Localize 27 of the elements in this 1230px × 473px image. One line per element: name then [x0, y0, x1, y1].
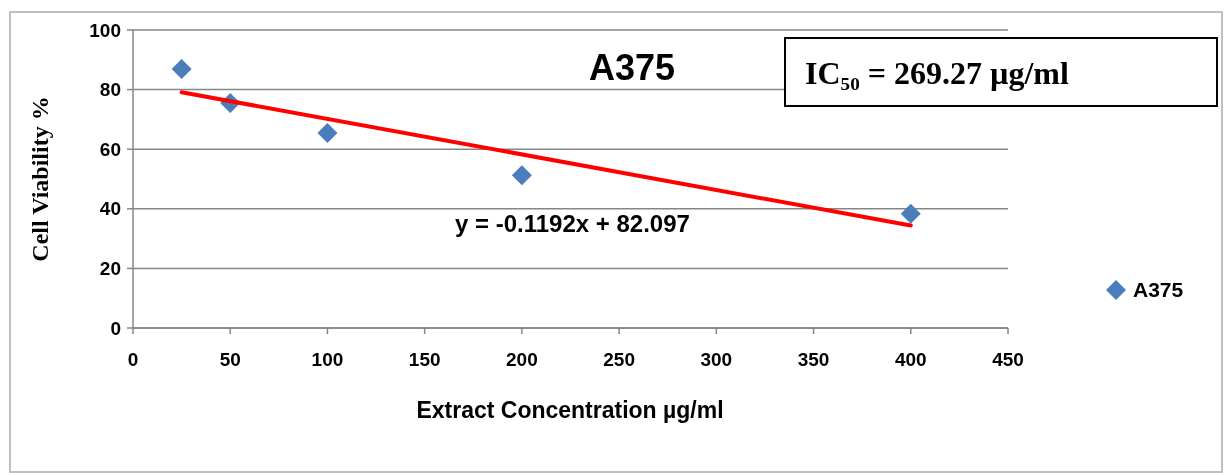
- x-axis-title: Extract Concentration µg/ml: [416, 397, 724, 423]
- y-axis-title: Cell Viability %: [27, 96, 53, 262]
- text-box: IC₅₀ = 269.27 µg/ml: [784, 37, 1218, 107]
- y-tick-label: 100: [89, 19, 121, 41]
- x-tick-label: 150: [408, 349, 441, 370]
- annotation: IC₅₀ = 269.27 µg/ml: [805, 55, 1069, 91]
- x-tick-label: 100: [311, 349, 344, 370]
- point: [317, 123, 338, 144]
- legend-label: A375: [1133, 278, 1184, 302]
- x-tick-label: 350: [797, 349, 830, 370]
- x-tick-label: 300: [700, 349, 733, 370]
- y-tick-label: 40: [99, 198, 121, 220]
- y-tick-label: 0: [110, 317, 121, 339]
- x-tick-label: 250: [603, 349, 635, 370]
- annotation: y = -0.1192x + 82.097: [455, 210, 690, 237]
- x-tick-label: 450: [992, 349, 1024, 370]
- x-tick-label: 0: [127, 349, 139, 370]
- x-tick-label: 400: [894, 349, 927, 370]
- y-tick-label: 60: [99, 138, 121, 160]
- y-tick-label: 80: [99, 79, 121, 101]
- point: [511, 165, 532, 186]
- point: [900, 203, 921, 224]
- x-tick-label: 50: [219, 349, 241, 370]
- text: A375: [588, 47, 676, 88]
- y-tick-label: 20: [99, 258, 121, 280]
- x-tick-label: 200: [506, 349, 538, 370]
- point: [171, 59, 192, 80]
